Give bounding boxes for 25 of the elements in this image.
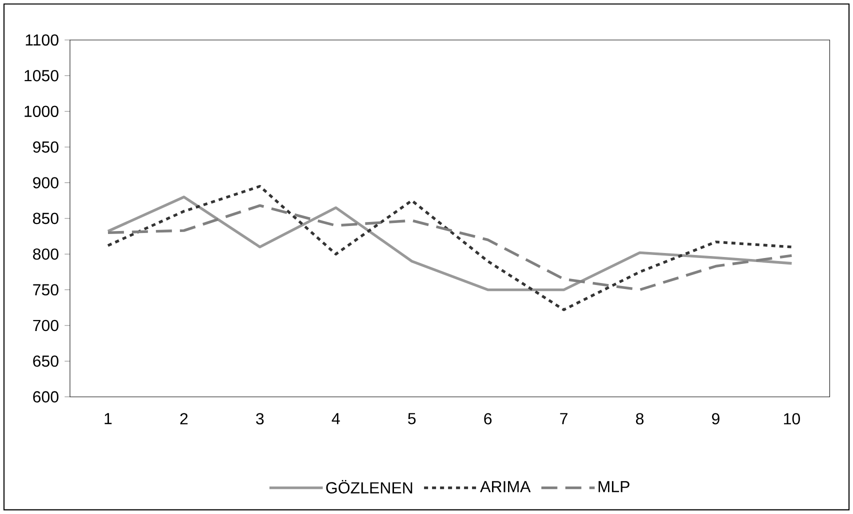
y-tick-label: 850 xyxy=(33,212,58,224)
x-tick-label: 4 xyxy=(332,413,340,424)
y-tick-label: 600 xyxy=(33,391,58,403)
y-tick-label: 1000 xyxy=(24,106,58,118)
x-tick-label: 2 xyxy=(180,413,188,424)
x-tick-label: 3 xyxy=(256,413,264,425)
x-tick-label: 7 xyxy=(560,413,568,424)
x-tick-label: 10 xyxy=(784,413,800,425)
y-tick-label: 650 xyxy=(33,356,58,367)
y-tick-label: 800 xyxy=(33,248,58,260)
y-tick-label: 950 xyxy=(33,141,58,153)
x-tick-label: 9 xyxy=(712,413,720,425)
y-tick-label: 1050 xyxy=(24,70,58,82)
x-tick-label: 5 xyxy=(408,413,416,424)
legend-label: MLP xyxy=(598,481,630,492)
y-tick-label: 700 xyxy=(33,320,58,332)
line-series xyxy=(106,185,794,312)
x-tick-label: 6 xyxy=(484,413,492,425)
legend-label: GÖZLENEN xyxy=(326,480,412,494)
x-tick-label: 1 xyxy=(104,413,112,424)
y-tick-label: 750 xyxy=(33,284,58,296)
legend-label: ARIMA xyxy=(480,481,531,492)
x-tick-label: 8 xyxy=(636,413,644,425)
y-tick-label: 1100 xyxy=(26,34,58,46)
y-tick-label: 900 xyxy=(33,177,58,188)
